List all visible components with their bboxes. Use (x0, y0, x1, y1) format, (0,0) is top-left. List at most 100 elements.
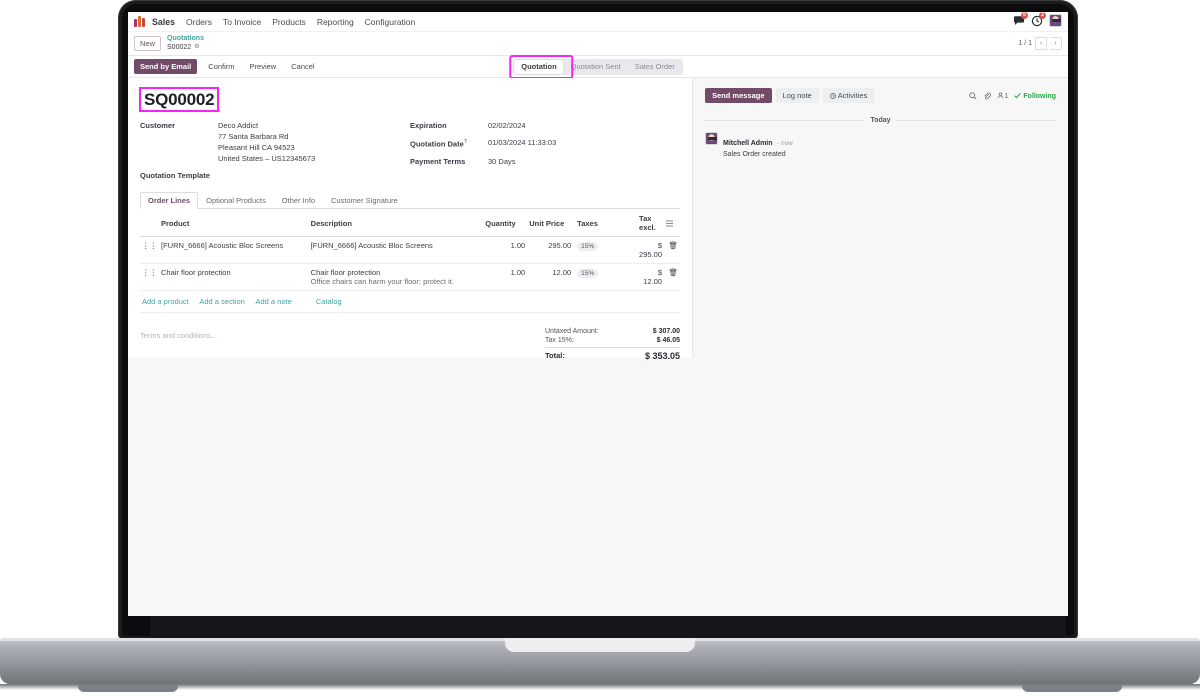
tab-other-info[interactable]: Other Info (281, 196, 316, 205)
add-a-note-link[interactable]: Add a note (255, 297, 292, 306)
cell-unit-price[interactable]: 12.00 (527, 263, 574, 291)
separator-line-right (896, 120, 1057, 121)
chatter-pane: Send message Log note Activities 1 (693, 78, 1068, 616)
tax-label: Tax 15%: (545, 337, 574, 344)
notebook-tabs: Order Lines Optional Products Other Info… (140, 192, 680, 209)
pager-next-button[interactable]: › (1050, 37, 1062, 50)
tab-customer-signature[interactable]: Customer Signature (331, 196, 398, 205)
trash-icon[interactable]: 🗑 (663, 236, 680, 264)
chatter-message: Mitchell Admin - now Sales Order created (705, 132, 1056, 158)
send-message-button[interactable]: Send message (705, 88, 772, 103)
cell-product[interactable]: Chair floor protection (159, 263, 309, 291)
drag-handle-icon[interactable]: ⋮⋮ (140, 236, 159, 264)
field-quotation-template-label: Quotation Template (140, 171, 210, 180)
paperclip-icon[interactable] (983, 92, 992, 100)
chat-bubble-icon[interactable]: 6 (1013, 12, 1028, 27)
col-product[interactable]: Product (159, 210, 309, 237)
pager-previous-button[interactable]: ‹ (1035, 37, 1047, 50)
record-body: SQ00002 Customer Deco Addict 77 Santa Ba… (128, 78, 1068, 616)
col-description[interactable]: Description (308, 210, 484, 237)
nav-menu-configuration[interactable]: Configuration (364, 16, 416, 27)
col-drag (140, 210, 159, 237)
log-note-button[interactable]: Log note (775, 88, 819, 103)
following-status-badge[interactable]: Following (1014, 92, 1056, 100)
separator-line-left (705, 120, 865, 121)
field-payment-terms-value[interactable]: 30 Days (488, 156, 516, 166)
activities-button[interactable]: Activities (822, 88, 875, 103)
send-by-email-button[interactable]: Send by Email (134, 59, 198, 74)
gear-icon[interactable]: ⚙ (194, 44, 200, 51)
cell-description[interactable]: [FURN_6666] Acoustic Bloc Screens (308, 236, 484, 264)
field-quotation-date-label-text: Quotation Date (410, 139, 464, 149)
field-customer-value[interactable]: Deco Addict 77 Santa Barbara Rd Pleasant… (218, 120, 315, 164)
field-quotation-date-value[interactable]: 01/03/2024 11:33:03 (488, 138, 557, 147)
customer-address-line-2: Pleasant Hill CA 94523 (218, 143, 295, 152)
cell-taxes[interactable]: 15% (573, 263, 638, 291)
messages-count-badge: 6 (1021, 12, 1028, 19)
avatar[interactable] (705, 132, 718, 145)
form-fields-grid: Customer Deco Addict 77 Santa Barbara Rd… (140, 120, 680, 182)
nav-menu-to-invoice[interactable]: To Invoice (222, 16, 262, 27)
cancel-button[interactable]: Cancel (285, 59, 321, 74)
confirm-button[interactable]: Confirm (202, 59, 241, 74)
table-settings-icon[interactable] (663, 210, 680, 237)
nav-menu-orders[interactable]: Orders (186, 16, 212, 27)
status-quotation[interactable]: Quotation (514, 59, 564, 74)
tab-order-lines[interactable]: Order Lines (140, 192, 199, 209)
terms-and-conditions-input[interactable]: Terms and conditions... (140, 331, 218, 340)
tab-optional-products[interactable]: Optional Products (206, 196, 266, 205)
required-marker-icon: ? (463, 139, 468, 145)
laptop-chin (150, 616, 1066, 640)
webcam-notch (682, 6, 758, 14)
catalog-link[interactable]: Catalog (315, 297, 342, 306)
cell-description-main: [FURN_6666] Acoustic Bloc Screens (310, 241, 433, 250)
nav-menu-reporting[interactable]: Reporting (316, 16, 354, 27)
new-button[interactable]: New (134, 36, 162, 51)
odoo-logo-icon[interactable] (134, 16, 146, 27)
cell-taxes[interactable]: 15% (573, 236, 638, 264)
message-content: Mitchell Admin - now Sales Order created (723, 132, 793, 158)
order-lines-table: Product Description Quantity Unit Price … (140, 210, 680, 291)
clock-icon[interactable]: 2 (1031, 12, 1046, 27)
table-row[interactable]: ⋮⋮ [FURN_6666] Acoustic Bloc Screens [FU… (140, 236, 680, 264)
table-row[interactable]: ⋮⋮ Chair floor protection Chair floor pr… (140, 263, 680, 291)
col-taxes[interactable]: Taxes (573, 210, 638, 237)
tax-tag: 15% (577, 242, 599, 251)
cell-description[interactable]: Chair floor protection Office chairs can… (308, 263, 484, 291)
cell-quantity[interactable]: 1.00 (483, 236, 528, 264)
status-bar: Quotation Quotation Sent Sales Order (509, 54, 683, 79)
add-a-product-link[interactable]: Add a product (142, 297, 189, 306)
status-quotation-sent[interactable]: Quotation Sent (570, 62, 621, 71)
field-expiration-label: Expiration (410, 121, 447, 130)
page-title: SQ00002 (139, 87, 220, 112)
record-pager: 1 / 1 ‹ › (1018, 37, 1062, 50)
customer-address-line-3: United States – US12345673 (218, 154, 316, 163)
message-author[interactable]: Mitchell Admin (723, 140, 773, 147)
followers-indicator[interactable]: 1 (997, 91, 1008, 100)
drag-handle-icon[interactable]: ⋮⋮ (140, 263, 159, 291)
col-tax-excl[interactable]: Tax excl. (637, 210, 664, 237)
nav-menu-products[interactable]: Products (272, 16, 306, 27)
trash-icon[interactable]: 🗑 (663, 263, 680, 291)
chatter-toolbar: Send message Log note Activities 1 (705, 88, 1056, 103)
field-quotation-date-label: Quotation Date? (410, 137, 488, 150)
pager-count: 1 / 1 (1018, 40, 1032, 47)
field-quotation-date: Quotation Date? 01/03/2024 11:33:03 (410, 137, 680, 150)
cell-product[interactable]: [FURN_6666] Acoustic Bloc Screens (159, 236, 309, 264)
search-icon[interactable] (969, 91, 977, 100)
col-quantity[interactable]: Quantity (483, 210, 528, 237)
message-timestamp: - now (776, 140, 793, 147)
status-sales-order[interactable]: Sales Order (634, 62, 675, 71)
field-customer: Customer Deco Addict 77 Santa Barbara Rd… (140, 120, 410, 164)
field-expiration-value[interactable]: 02/02/2024 (488, 121, 526, 130)
breadcrumb-quotations[interactable]: Quotations (167, 35, 204, 43)
add-a-section-link[interactable]: Add a section (199, 297, 245, 306)
preview-button[interactable]: Preview (243, 59, 283, 74)
title-highlight-annotation (139, 87, 220, 112)
col-unit-price[interactable]: Unit Price (527, 210, 574, 237)
nav-app-name[interactable]: Sales (152, 16, 175, 27)
user-avatar[interactable] (1049, 14, 1062, 27)
action-button-bar: Send by Email Confirm Preview Cancel Quo… (128, 54, 1068, 79)
cell-quantity[interactable]: 1.00 (483, 263, 528, 291)
cell-unit-price[interactable]: 295.00 (527, 236, 574, 264)
